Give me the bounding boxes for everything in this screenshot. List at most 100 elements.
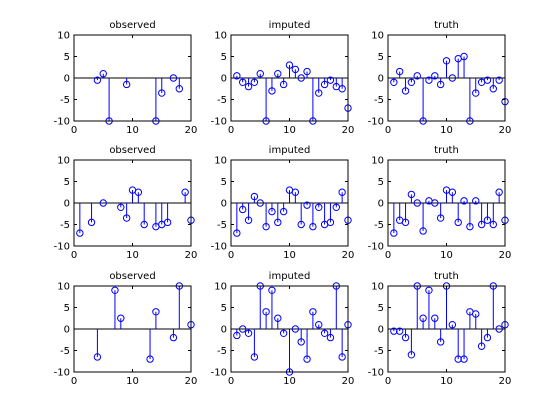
- y-tick-label: 5: [64, 52, 70, 63]
- stem-marker: [239, 325, 247, 333]
- y-tick-label: 10: [214, 156, 227, 167]
- stem-marker: [93, 353, 102, 361]
- x-tick-label: 10: [126, 376, 139, 387]
- stem-marker: [297, 74, 305, 82]
- stem-marker: [239, 205, 247, 214]
- y-tick-label: -5: [374, 220, 384, 231]
- stem-marker: [87, 218, 96, 227]
- stem-marker: [169, 74, 178, 82]
- y-tick-label: 5: [221, 177, 227, 188]
- stem-marker: [152, 308, 160, 316]
- stem-marker: [454, 218, 462, 227]
- stem-marker: [436, 214, 445, 222]
- stem-marker: [477, 220, 486, 229]
- x-tick-label: 0: [71, 125, 77, 136]
- stem-marker: [233, 331, 241, 340]
- stem-marker: [117, 314, 125, 322]
- stem-marker: [122, 214, 131, 222]
- stem-marker: [396, 67, 404, 76]
- stem-marker: [338, 353, 346, 361]
- y-tick-label: 10: [371, 31, 384, 42]
- subplot-title: truth: [434, 20, 459, 31]
- x-tick-label: 20: [499, 376, 512, 387]
- x-tick-label: 10: [126, 250, 139, 261]
- y-tick-label: 5: [221, 303, 227, 314]
- y-tick-label: -10: [368, 368, 384, 379]
- stem-marker: [407, 351, 416, 359]
- stem-marker: [111, 286, 119, 294]
- y-tick-label: -5: [217, 95, 227, 106]
- stem-marker: [169, 333, 178, 342]
- stem-marker: [413, 199, 421, 207]
- y-tick-label: 10: [214, 282, 227, 293]
- stem-marker: [315, 89, 323, 97]
- y-tick-label: -5: [374, 346, 384, 357]
- x-tick-label: 10: [283, 376, 296, 387]
- stem-marker: [326, 76, 335, 84]
- stem-marker: [472, 89, 480, 97]
- stem-marker: [431, 199, 439, 207]
- stem-marker: [303, 67, 311, 76]
- y-tick-label: 5: [221, 52, 227, 63]
- stem-marker: [291, 188, 300, 196]
- y-tick-label: 0: [221, 325, 227, 336]
- stem-marker: [454, 355, 462, 363]
- stem-marker: [181, 188, 189, 196]
- y-tick-label: 0: [378, 74, 384, 85]
- y-tick-label: 5: [378, 303, 384, 314]
- stem-marker: [250, 78, 259, 87]
- stem-marker: [297, 338, 305, 346]
- stem-marker: [442, 57, 451, 65]
- stem-marker: [99, 70, 107, 78]
- y-tick-label: 5: [378, 177, 384, 188]
- stem-marker: [472, 310, 480, 318]
- x-tick-label: 20: [342, 125, 355, 136]
- y-tick-label: -10: [211, 117, 227, 128]
- stem-marker: [146, 355, 154, 363]
- stem-marker: [436, 338, 445, 346]
- stem-marker: [425, 76, 433, 84]
- subplot-5: 0 10 20 -10 -5 0 5 10 imputed: [211, 145, 355, 261]
- stem-marker: [274, 70, 282, 78]
- stem-marker: [466, 222, 474, 231]
- stem-marker: [326, 333, 335, 342]
- x-tick-label: 20: [185, 125, 198, 136]
- stem-marker: [448, 188, 457, 196]
- stem-marker: [279, 329, 288, 337]
- stem-marker: [390, 229, 398, 237]
- stem-marker: [483, 333, 492, 342]
- stem-marker: [483, 76, 492, 84]
- x-tick-label: 0: [71, 250, 77, 261]
- y-tick-label: -10: [54, 117, 70, 128]
- stem-marker: [291, 325, 300, 333]
- x-tick-label: 20: [342, 376, 355, 387]
- stem-marker: [303, 355, 311, 363]
- stem-marker: [291, 65, 300, 74]
- x-tick-label: 0: [228, 125, 234, 136]
- subplot-title: imputed: [269, 20, 311, 31]
- subplot-6: 0 10 20 -10 -5 0 5 10 truth: [368, 145, 512, 261]
- stem-marker: [431, 72, 439, 80]
- x-tick-label: 10: [126, 125, 139, 136]
- stem-marker: [401, 218, 410, 227]
- y-tick-label: 0: [221, 74, 227, 85]
- stem-marker: [495, 188, 503, 196]
- x-tick-label: 0: [385, 250, 391, 261]
- stem-marker: [309, 308, 317, 316]
- stem-marker: [390, 78, 398, 87]
- x-tick-label: 10: [440, 250, 453, 261]
- x-tick-label: 0: [228, 376, 234, 387]
- stem-marker: [175, 85, 184, 93]
- x-tick-label: 10: [283, 125, 296, 136]
- y-tick-label: -5: [60, 346, 70, 357]
- stem-marker: [297, 220, 305, 229]
- y-tick-label: -10: [368, 117, 384, 128]
- subplot-1: 0 10 20 -10 -5 0 5 10 observed: [54, 20, 198, 136]
- stem-marker: [338, 85, 346, 93]
- x-tick-label: 0: [385, 376, 391, 387]
- stem-marker: [413, 72, 421, 80]
- stem-marker: [274, 218, 282, 227]
- stem-marker: [140, 220, 148, 229]
- stem-marker: [163, 218, 172, 227]
- stem-marker: [256, 199, 264, 207]
